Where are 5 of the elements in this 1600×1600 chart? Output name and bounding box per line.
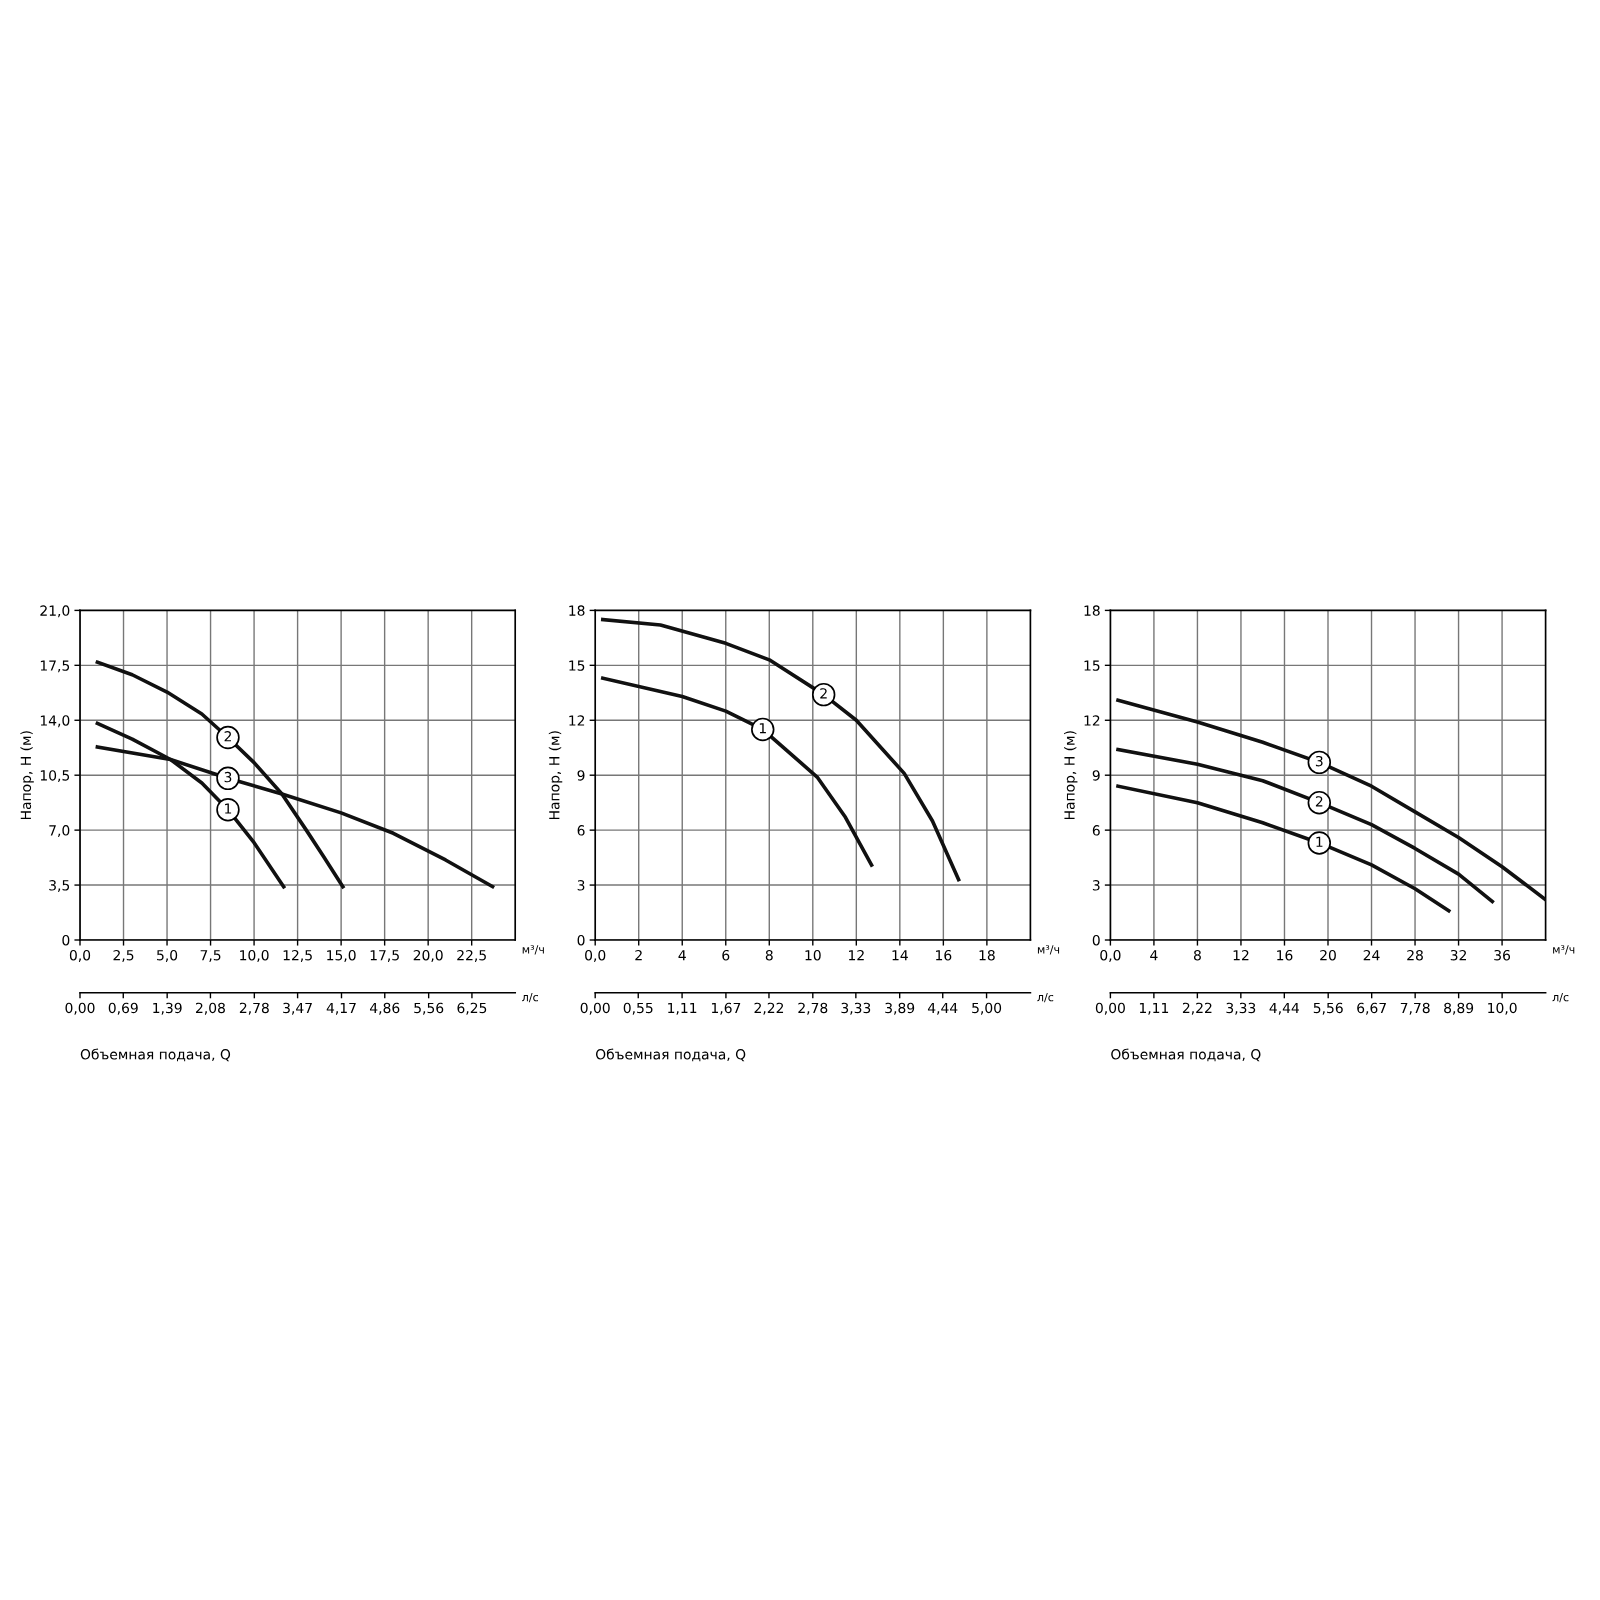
line-series: [601, 617, 961, 882]
line-series: [1116, 698, 1546, 902]
line-series: [601, 676, 874, 867]
line-series: [1116, 784, 1451, 913]
line-series: [1116, 747, 1495, 904]
